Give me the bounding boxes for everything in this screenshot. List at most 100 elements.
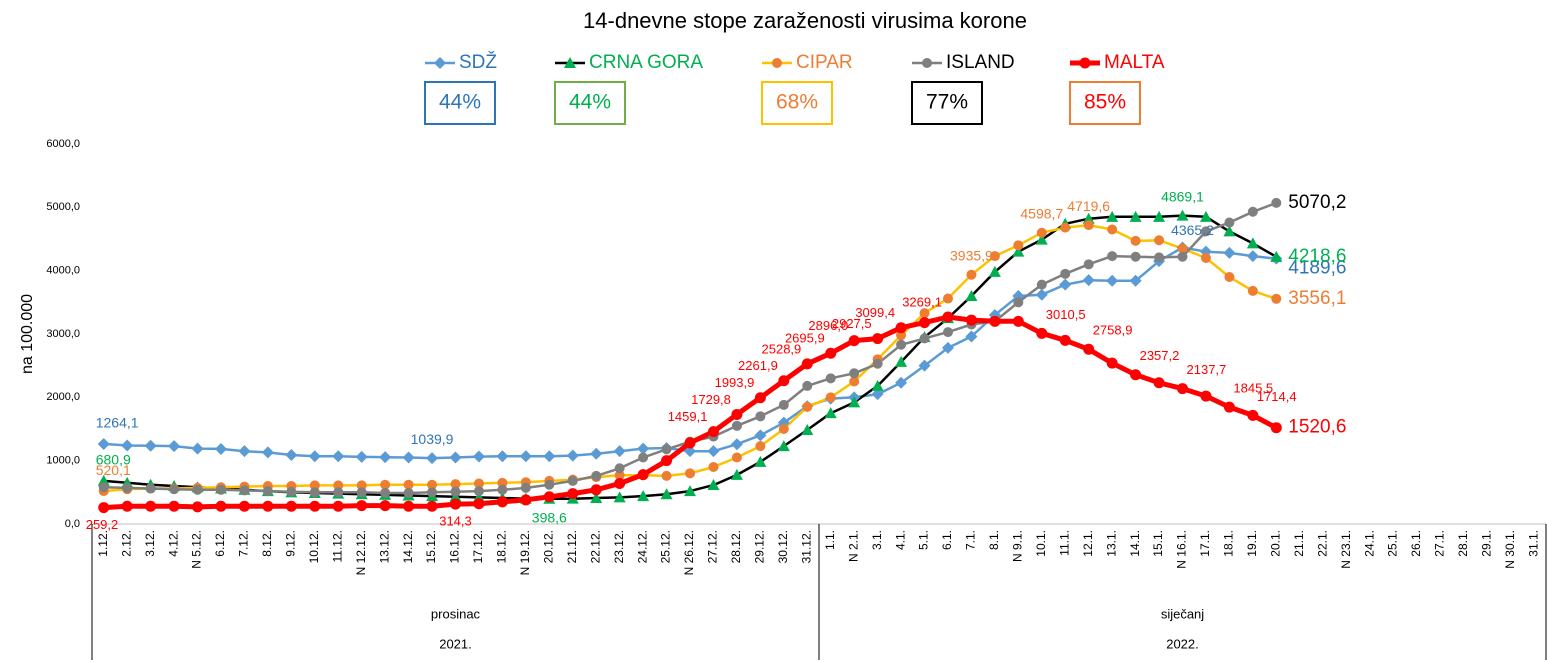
data-label: 1729,8 — [691, 392, 731, 407]
data-point — [215, 484, 226, 495]
data-label: 680,9 — [96, 452, 131, 468]
data-point — [848, 396, 861, 408]
x-tick-label: 18.12. — [495, 530, 509, 563]
data-point — [965, 314, 977, 326]
data-point — [754, 392, 766, 404]
data-point — [262, 500, 274, 512]
data-point — [1130, 369, 1142, 381]
data-label: 3935,9 — [950, 247, 993, 263]
data-point — [1083, 343, 1095, 355]
share-label: 77% — [926, 91, 968, 114]
legend-label: SDŽ — [459, 51, 497, 73]
data-point — [1083, 220, 1094, 231]
x-tick-label: 8.12. — [260, 530, 274, 557]
data-point — [1082, 212, 1095, 224]
data-label: 1993,9 — [715, 375, 755, 390]
data-point — [427, 479, 438, 490]
y-tick-label: 3000,0 — [46, 328, 80, 340]
x-tick-label: 11.1. — [1057, 530, 1071, 556]
data-point — [98, 482, 109, 493]
x-tick-label: 5.1. — [917, 530, 931, 550]
data-label: 259,2 — [86, 517, 119, 532]
data-point — [286, 486, 297, 497]
data-label: 4598,7 — [1020, 205, 1063, 221]
share-label: 85% — [1084, 91, 1126, 114]
data-point — [567, 488, 579, 500]
data-label: 2695,9 — [785, 331, 825, 346]
data-label: 1845,5 — [1233, 381, 1273, 396]
data-point — [402, 451, 415, 464]
data-label: 4719,6 — [1067, 198, 1110, 214]
data-point — [520, 482, 531, 493]
data-point — [168, 500, 180, 512]
data-point — [1083, 259, 1094, 270]
data-point — [707, 426, 719, 438]
data-label: 2137,7 — [1187, 362, 1227, 377]
data-point — [1200, 253, 1211, 263]
data-point — [590, 492, 603, 504]
x-tick-label: N 5.12. — [190, 530, 204, 569]
data-point — [333, 487, 344, 498]
data-point — [849, 376, 860, 387]
data-point — [614, 470, 625, 481]
data-point — [1153, 377, 1165, 389]
data-point — [989, 315, 1001, 327]
data-point — [1107, 224, 1118, 235]
data-point — [97, 474, 110, 486]
data-point — [661, 455, 673, 467]
share-box — [424, 81, 496, 125]
legend-marker — [564, 57, 576, 68]
data-point — [1223, 401, 1235, 413]
data-point — [1224, 217, 1235, 228]
data-point — [309, 500, 321, 512]
data-point — [1035, 288, 1048, 301]
data-point — [97, 437, 110, 450]
data-point — [308, 450, 321, 463]
share-label: 44% — [569, 91, 611, 114]
x-tick-label: 28.1. — [1456, 530, 1470, 557]
data-point — [1013, 297, 1024, 308]
legend-label: ISLAND — [946, 52, 1015, 73]
data-point — [168, 440, 181, 453]
data-point — [261, 446, 274, 459]
data-point — [309, 480, 320, 491]
data-point — [1247, 409, 1259, 421]
data-label: 3010,5 — [1046, 307, 1086, 322]
data-point — [754, 429, 767, 442]
data-point — [942, 311, 954, 323]
data-point — [637, 469, 649, 481]
data-point — [661, 444, 672, 455]
x-tick-label: 25.1. — [1386, 530, 1400, 557]
data-label: 2896,0 — [808, 318, 848, 333]
x-tick-label: 27.1. — [1433, 530, 1447, 557]
data-point — [825, 347, 837, 359]
data-point — [1199, 210, 1212, 222]
data-point — [684, 445, 697, 458]
data-point — [356, 480, 367, 491]
data-point — [472, 450, 485, 463]
data-point — [1012, 315, 1024, 327]
data-label: 2927,5 — [832, 316, 872, 331]
share-box — [554, 81, 626, 125]
x-tick-label: 19.1. — [1245, 530, 1259, 557]
data-point — [965, 290, 978, 301]
data-point — [684, 485, 697, 497]
data-label: 1459,1 — [668, 409, 708, 424]
y-axis-title: na 100.000 — [19, 294, 36, 374]
data-point — [614, 477, 626, 489]
x-tick-label: N 26.12. — [682, 530, 696, 575]
data-point — [919, 308, 930, 319]
data-point — [1036, 279, 1047, 290]
legend-label: CRNA GORA — [589, 52, 703, 73]
legend-label: CIPAR — [796, 52, 853, 73]
x-tick-label: 14.1. — [1128, 530, 1142, 557]
x-tick-label: 3.1. — [870, 530, 884, 550]
data-point — [1270, 422, 1282, 434]
series-line — [103, 246, 1277, 460]
data-point — [918, 359, 931, 372]
y-tick-label: 0,0 — [65, 518, 80, 530]
data-point — [778, 424, 789, 434]
data-point — [544, 479, 555, 490]
data-point — [403, 487, 414, 498]
x-tick-label: 23.12. — [612, 530, 626, 563]
